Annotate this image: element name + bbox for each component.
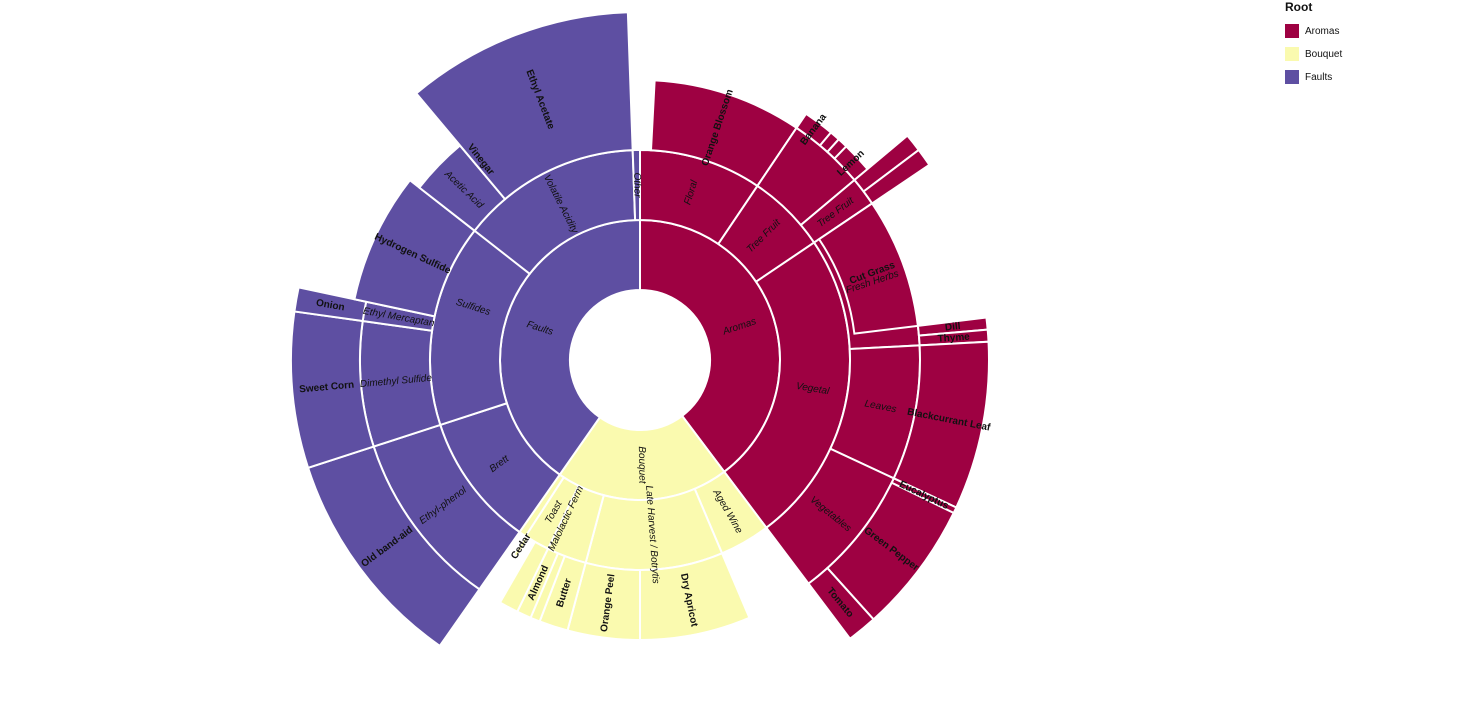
legend-title: Root [1285,0,1313,14]
label-onion: Onion [315,298,345,314]
legend-item-aromas[interactable]: Aromas [1285,21,1445,41]
segment-ethyl-acetate[interactable] [414,11,634,201]
legend-label: Faults [1305,71,1333,83]
segments [290,11,990,648]
segment-tomato[interactable] [807,566,875,641]
legend-item-bouquet[interactable]: Bouquet [1285,44,1445,64]
legend-swatch-aromas [1285,24,1299,38]
label-thyme: Thyme [937,332,970,345]
legend-label: Aromas [1305,25,1340,37]
legend-swatch-bouquet [1285,47,1299,61]
label-dill: Dill [944,321,961,334]
segment-other[interactable] [631,148,641,222]
legend-label: Bouquet [1305,48,1343,60]
legend-item-faults[interactable]: Faults [1285,67,1445,87]
label-other: Other [631,172,642,198]
segment-hydrogen-sulfide[interactable] [353,178,476,318]
label-bouquet: Bouquet [636,446,648,485]
segment-bouquet-1-3-0[interactable] [498,540,550,613]
legend-swatch-faults [1285,70,1299,84]
legend: Root Aromas Bouquet Faults [1285,0,1445,87]
label-sweet-corn: Sweet Corn [299,380,355,396]
